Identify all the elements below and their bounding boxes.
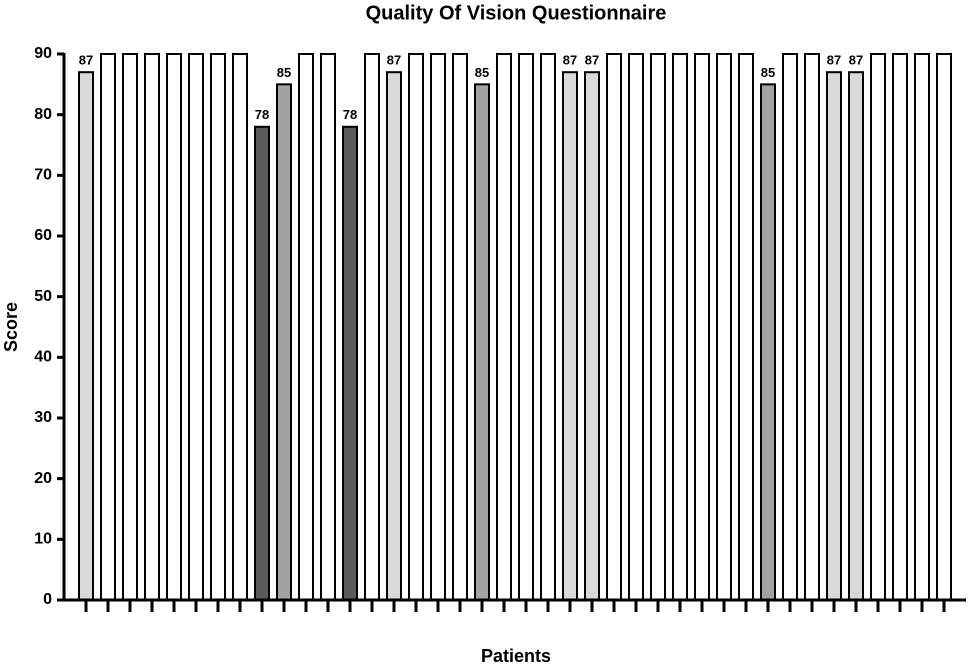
data-label: 87 [827,53,841,68]
bar [672,53,688,601]
bar [540,53,556,601]
bar [848,71,864,601]
bar [430,53,446,601]
y-tick-label: 50 [34,288,52,305]
data-label: 85 [761,65,775,80]
bar [232,53,248,601]
bar [78,71,94,601]
data-label: 87 [585,53,599,68]
bar [496,53,512,601]
data-label: 87 [563,53,577,68]
bar [122,53,138,601]
data-label: 87 [849,53,863,68]
y-tick-label: 70 [34,167,52,184]
y-tick-label: 30 [34,409,52,426]
bar [628,53,644,601]
bar [760,83,776,602]
bar [518,53,534,601]
bar [298,53,314,601]
data-label: 85 [277,65,291,80]
bar [100,53,116,601]
bar [694,53,710,601]
bar [936,53,952,601]
bar [452,53,468,601]
bar [386,71,402,601]
y-tick-label: 80 [34,106,52,123]
data-label: 78 [343,107,357,122]
bar [716,53,732,601]
bar [408,53,424,601]
data-label: 78 [255,107,269,122]
chart-title: Quality Of Vision Questionnaire [366,2,667,24]
bar [892,53,908,601]
bar [606,53,622,601]
data-label: 87 [387,53,401,68]
x-axis-label: Patients [481,646,551,666]
data-label: 87 [79,53,93,68]
bar [276,83,292,602]
bar [738,53,754,601]
bar [914,53,930,601]
y-tick-label: 90 [34,45,52,62]
bar [870,53,886,601]
bar [474,83,490,602]
bar [562,71,578,601]
data-label: 85 [475,65,489,80]
bar [782,53,798,601]
bar [584,71,600,601]
bar [210,53,226,601]
bar [650,53,666,601]
y-tick-label: 10 [34,531,52,548]
y-axis-label: Score [1,302,21,352]
bar [826,71,842,601]
y-tick-label: 20 [34,470,52,487]
bar [188,53,204,601]
bar [804,53,820,601]
bar [364,53,380,601]
y-tick-label: 0 [43,591,52,608]
bar [254,125,270,602]
bar [320,53,336,601]
y-tick-label: 40 [34,349,52,366]
y-tick-label: 60 [34,227,52,244]
bar [144,53,160,601]
bar [166,53,182,601]
bar [342,125,358,602]
